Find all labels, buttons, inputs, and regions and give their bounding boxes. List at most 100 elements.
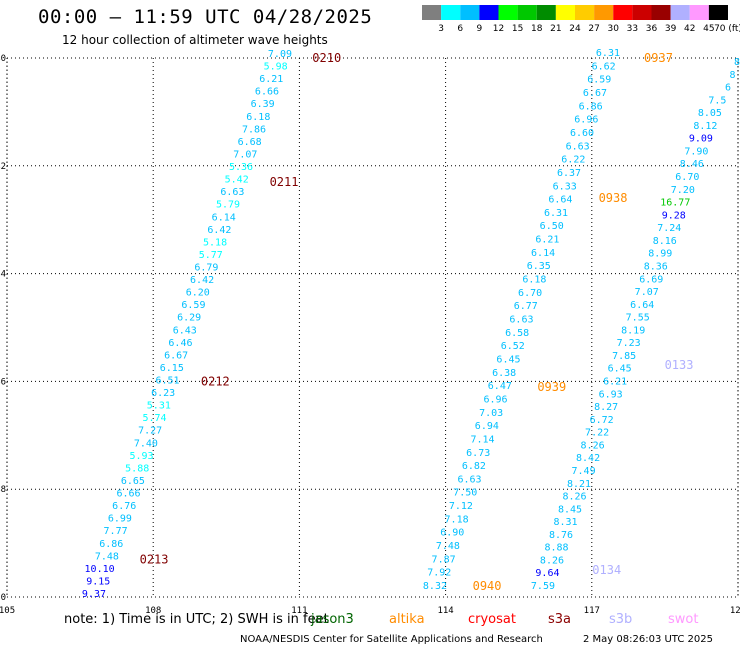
wave-height-value: 6.47 (488, 381, 512, 392)
colorbar-swatch (441, 5, 461, 20)
pass-time-label: 0133 (665, 358, 694, 372)
wave-height-value: 7.49 (572, 466, 596, 477)
colorbar-label: 36 (646, 24, 658, 34)
wave-height-value: 8.36 (644, 261, 668, 272)
colorbar-label: 21 (550, 24, 561, 34)
colorbar-swatch (689, 5, 709, 20)
wave-height-value: 6.70 (518, 288, 542, 299)
wave-height-value: 6.73 (466, 448, 490, 459)
lon-tick-label: 108 (145, 606, 161, 616)
colorbar-label: 24 (569, 24, 581, 34)
colorbar-label: 39 (665, 24, 677, 34)
colorbar-label: 33 (627, 24, 638, 34)
lon-tick-label: 111 (291, 606, 307, 616)
wave-height-value: 8.45 (558, 504, 582, 515)
wave-height-value: 9.28 (662, 210, 686, 221)
wave-height-value: 6.64 (630, 300, 654, 311)
wave-height-value: 6.18 (246, 112, 270, 123)
wave-height-value: 6.65 (121, 476, 145, 487)
wave-height-value: 6.39 (251, 99, 275, 110)
wave-height-value: 9.09 (689, 134, 713, 145)
wave-height-value: 7.87 (432, 554, 456, 565)
wave-height-value: 6.42 (207, 225, 231, 236)
lat-tick-label: -44 (0, 270, 6, 280)
wave-height-value: 6.63 (458, 474, 482, 485)
pass-time-label: 0212 (201, 374, 230, 388)
wave-height-value: 5.98 (264, 62, 288, 73)
wave-height-value: 6.51 (155, 376, 179, 387)
wave-height-value: 5.31 (147, 401, 171, 412)
pass-time-label: 0213 (140, 552, 169, 566)
wave-height-value: 7.22 (585, 428, 609, 439)
wave-height-value: 6.90 (440, 528, 464, 539)
colorbar-label: 30 (608, 24, 620, 34)
colorbar-labels: 3 6 9 12 15 18 21 24 27 30 33 36 39 42 45 70 (ft) (438, 24, 740, 34)
colorbar-label: 18 (531, 24, 543, 34)
wave-height-value: 5.42 (225, 175, 249, 186)
wave-height-value: 6.94 (475, 421, 499, 432)
colorbar-swatch (555, 5, 575, 20)
wave-height-value: 8.99 (648, 249, 672, 260)
wave-height-value: 6.66 (255, 87, 279, 98)
wave-height-value: 8.27 (594, 402, 618, 413)
wave-height-value: 8.26 (562, 492, 586, 503)
wave-height-value: 6.38 (492, 368, 516, 379)
colorbar-swatch (479, 5, 499, 20)
wave-height-value: 5.18 (203, 237, 227, 248)
wave-height-value: 8.76 (549, 530, 573, 541)
wave-height-value: 6.79 (194, 262, 218, 273)
wave-height-value: 7.07 (233, 149, 257, 160)
wave-height-value: 7.20 (671, 185, 695, 196)
wave-height-value: 8.88 (544, 543, 568, 554)
colorbar-swatch (613, 5, 633, 20)
wave-height-value: 7.27 (138, 426, 162, 437)
wave-height-value: 7.07 (635, 287, 659, 298)
wave-height-value: 6.52 (501, 341, 525, 352)
wave-height-value: 6.21 (259, 74, 283, 85)
colorbar-label: 42 (684, 24, 695, 34)
colorbar-swatch (575, 5, 595, 20)
wave-height-value: 6.67 (583, 88, 607, 99)
pass-time-label: 0938 (599, 191, 628, 205)
pass-time-label: 0937 (644, 51, 673, 65)
map-frame (6, 57, 739, 598)
pass-time-label: 0939 (537, 380, 566, 394)
wave-height-value: 7.23 (617, 338, 641, 349)
wave-height-value: 5.79 (216, 200, 240, 211)
wave-height-value: 10.10 (85, 564, 115, 575)
pass-time-label: 0940 (473, 579, 502, 593)
wave-height-value: 6.21 (535, 235, 559, 246)
colorbar-label: 27 (588, 24, 599, 34)
wave-height-value: 7.90 (684, 146, 708, 157)
lat-tick-label: -46 (0, 377, 6, 387)
wave-height-value: 6.72 (590, 415, 614, 426)
wave-height-value: 6.69 (639, 274, 663, 285)
wave-height-value: 8.26 (581, 440, 605, 451)
wave-height-value: 6.99 (108, 514, 132, 525)
wave-height-value: 6.60 (570, 128, 594, 139)
wave-height-value: 6.77 (514, 301, 538, 312)
wave-height-value: 6.63 (509, 315, 533, 326)
wave-height-value: 6 (725, 83, 731, 94)
colorbar-swatch (594, 5, 614, 20)
wave-height-value: 6.45 (608, 364, 632, 375)
pass-time-label: 0134 (592, 563, 621, 577)
wave-height-value: 8.12 (693, 121, 717, 132)
lat-tick-label: -50 (0, 593, 6, 603)
wave-height-value: 7.77 (104, 526, 128, 537)
wave-height-value: 6.70 (675, 172, 699, 183)
lon-tick-label: 114 (437, 606, 453, 616)
wave-height-value: 7.18 (445, 514, 469, 525)
wave-height-value: 8 (729, 70, 735, 81)
wave-height-value: 6.22 (561, 155, 585, 166)
wave-height-value: 6.58 (505, 328, 529, 339)
pass-time-label: 0210 (312, 51, 341, 65)
wave-height-value: 6.96 (483, 394, 507, 405)
wave-height-value: 6.29 (177, 313, 201, 324)
colorbar-swatch (498, 5, 518, 20)
wave-height-value: 9.37 (82, 589, 106, 600)
wave-height-value: 6.82 (462, 461, 486, 472)
wave-height-value: 6.18 (522, 275, 546, 286)
mission-legend-item: cryosat (468, 612, 516, 627)
